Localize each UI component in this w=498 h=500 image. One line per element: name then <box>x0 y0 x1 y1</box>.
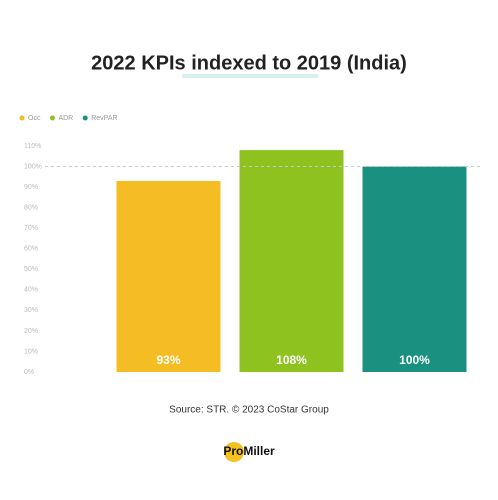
legend-swatch <box>19 115 25 121</box>
value-label: 108% <box>276 353 307 367</box>
y-tick-label: 80% <box>24 204 38 211</box>
legend-label: ADR <box>58 115 73 122</box>
y-tick-label: 100% <box>24 163 42 170</box>
y-tick-label: 10% <box>24 348 38 355</box>
bar <box>239 150 344 372</box>
legend-swatch <box>82 115 88 121</box>
title-highlight <box>182 74 318 78</box>
y-tick-label: 20% <box>24 328 38 335</box>
value-label: 100% <box>399 353 430 367</box>
logo: ProMiller <box>223 444 275 458</box>
chart-title: 2022 KPIs indexed to 2019 (India) <box>91 52 407 74</box>
legend-swatch <box>49 115 55 121</box>
y-tick-label: 110% <box>24 143 41 150</box>
value-label: 93% <box>156 353 180 367</box>
y-tick-label: 90% <box>24 184 38 191</box>
y-tick-label: 50% <box>24 266 38 273</box>
legend-label: RevPAR <box>91 115 117 122</box>
source: Source: STR. © 2023 CoStar Group <box>169 405 329 416</box>
y-tick-label: 60% <box>24 246 38 253</box>
bar <box>116 180 221 372</box>
bar <box>362 166 467 372</box>
y-tick-label: 0% <box>24 369 34 376</box>
y-tick-label: 30% <box>24 307 38 314</box>
y-tick-label: 40% <box>24 287 38 294</box>
y-tick-label: 70% <box>24 225 38 232</box>
legend-label: Occ <box>28 115 41 122</box>
logo-circle <box>224 442 244 462</box>
